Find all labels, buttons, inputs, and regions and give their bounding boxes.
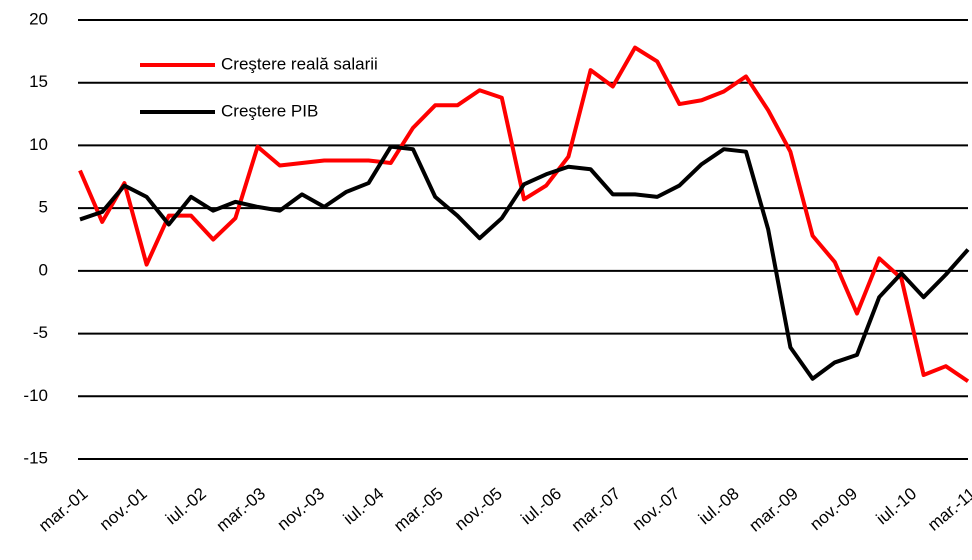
x-tick-label: mar.-01 [35,484,91,536]
x-tick-label: mar.-11 [924,484,972,535]
y-tick-label: -5 [33,323,48,342]
x-tick-label: nov.-09 [806,484,861,534]
y-tick-label: -15 [23,448,48,467]
x-tick-label: mar.-09 [745,484,801,536]
y-tick-label: 10 [29,135,48,154]
x-tick-label: mar.-05 [390,484,446,536]
x-tick-label: nov.-07 [629,484,684,534]
y-tick-label: 20 [29,9,48,28]
x-tick-label: nov.-01 [96,484,151,534]
x-tick-label: nov.-05 [451,484,506,534]
x-tick-label: iul.-10 [873,484,921,528]
series-line [78,45,970,383]
y-tick-label: 15 [29,72,48,91]
y-tick-label: 0 [39,260,48,279]
legend-label: Creştere PIB [221,101,318,120]
y-tick-label: 5 [39,198,48,217]
x-tick-label: iul.-06 [517,484,565,528]
legend-label: Creştere reală salarii [221,54,378,73]
x-tick-label: nov.-03 [274,484,329,534]
x-tick-label: iul.-02 [162,484,210,528]
x-tick-label: iul.-08 [695,484,743,528]
x-tick-label: iul.-04 [340,484,388,528]
x-tick-label: mar.-07 [568,484,624,536]
y-tick-label: -10 [23,386,48,405]
series-line [79,144,970,381]
x-tick-label: mar.-03 [213,484,269,536]
